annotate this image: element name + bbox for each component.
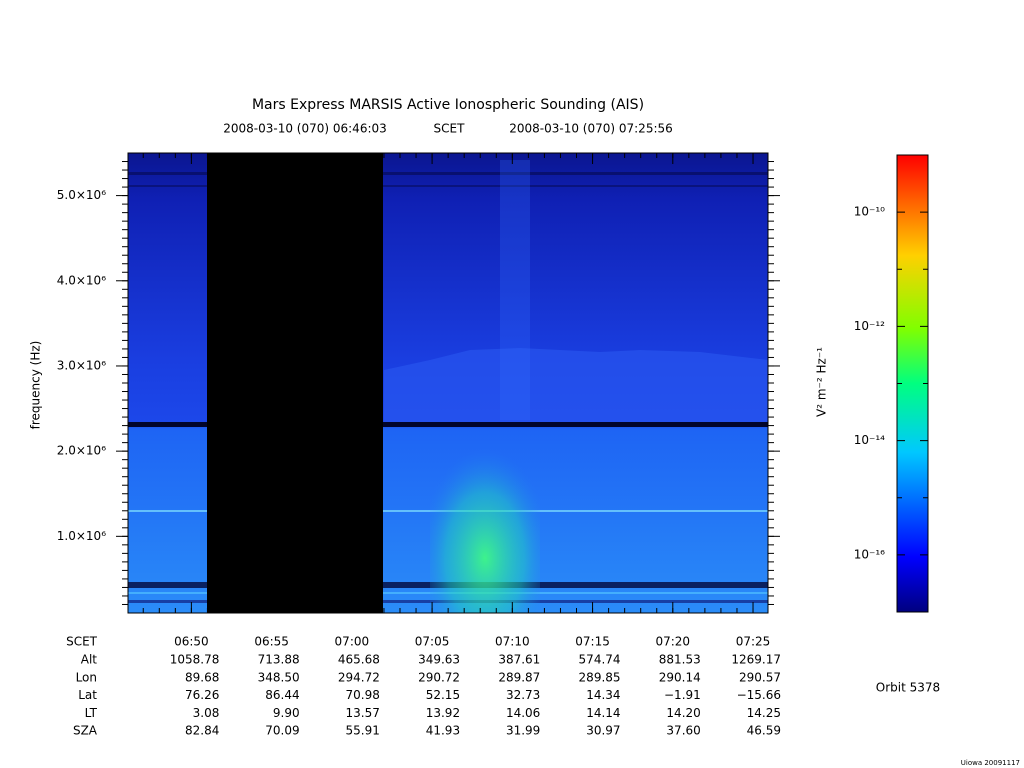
echo <box>430 430 540 613</box>
ephemeris-value: 14.14 <box>586 706 620 720</box>
ephemeris-value: 289.85 <box>579 670 621 684</box>
ephemeris-value: 86.44 <box>265 688 299 702</box>
x-tick-label: 07:05 <box>415 635 450 649</box>
band <box>128 185 768 187</box>
ephemeris-value: 290.72 <box>418 670 460 684</box>
band <box>128 422 768 427</box>
ephemeris-value: 52.15 <box>426 688 460 702</box>
trace <box>384 348 768 422</box>
x-tick-label: 07:20 <box>655 635 690 649</box>
orbit: Orbit 5378 <box>876 681 940 695</box>
ephemeris-value: 32.73 <box>506 688 540 702</box>
ephemeris-value: 3.08 <box>193 706 220 720</box>
x-tick-label: 07:10 <box>495 635 530 649</box>
x-tick-label: 06:55 <box>254 635 289 649</box>
y-tick-label: 3.0×10⁶ <box>57 358 106 372</box>
ephemeris-value: 13.92 <box>426 706 460 720</box>
y-tick-label: 4.0×10⁶ <box>57 273 106 287</box>
start-time: 2008-03-10 (070) 06:46:03 <box>223 122 387 136</box>
row-label: SZA <box>73 724 98 738</box>
ephemeris-value: 70.09 <box>265 724 299 738</box>
ephemeris-value: 1058.78 <box>170 653 220 667</box>
colorbar-tick-label: 10⁻¹² <box>854 319 885 333</box>
row-label: LT <box>85 706 98 720</box>
colorbar-tick-label: 10⁻¹⁶ <box>854 547 885 561</box>
ephemeris-value: 574.74 <box>579 653 621 667</box>
ephemeris-value: 14.34 <box>586 688 620 702</box>
ephemeris-value: 349.63 <box>418 653 460 667</box>
ephemeris-value: 14.20 <box>666 706 700 720</box>
end-time: 2008-03-10 (070) 07:25:56 <box>509 122 673 136</box>
ephemeris-value: 31.99 <box>506 724 540 738</box>
ephemeris-value: 82.84 <box>185 724 219 738</box>
y-tick-label: 2.0×10⁶ <box>57 444 106 458</box>
y-axis-label: frequency (Hz) <box>29 341 43 430</box>
row-label: Lat <box>78 688 97 702</box>
colorbar-tick-label: 10⁻¹⁰ <box>854 205 885 219</box>
chart-title: Mars Express MARSIS Active Ionospheric S… <box>252 97 644 113</box>
ephemeris-value: 14.25 <box>747 706 781 720</box>
ephemeris-value: 13.57 <box>345 706 379 720</box>
ephemeris-value: 37.60 <box>666 724 700 738</box>
credit: Uiowa 20091117 <box>961 759 1020 767</box>
ephemeris-value: 41.93 <box>426 724 460 738</box>
ephemeris-value: 290.57 <box>739 670 781 684</box>
spectrogram <box>127 152 769 614</box>
ephemeris-value: 55.91 <box>345 724 379 738</box>
row-label: Lon <box>76 670 97 684</box>
colorbar-label: V² m⁻² Hz⁻¹ <box>815 347 829 417</box>
y-tick-label: 5.0×10⁶ <box>57 188 106 202</box>
ephemeris-value: 881.53 <box>659 653 701 667</box>
ephemeris-value: 289.87 <box>498 670 540 684</box>
echo <box>500 160 530 420</box>
ephemeris-value: 46.59 <box>747 724 781 738</box>
ephemeris-value: −15.66 <box>737 688 781 702</box>
ephemeris-value: 294.72 <box>338 670 380 684</box>
ephemeris-value: 76.26 <box>185 688 219 702</box>
ephemeris-value: 89.68 <box>185 670 219 684</box>
ephemeris-value: 290.14 <box>659 670 701 684</box>
x-tick-label: 07:25 <box>736 635 771 649</box>
ephemeris-value: −1.91 <box>664 688 701 702</box>
ephemeris-value: 348.50 <box>258 670 300 684</box>
time-label: SCET <box>434 122 466 136</box>
ephemeris-value: 1269.17 <box>731 653 781 667</box>
x-tick-label: 07:00 <box>335 635 370 649</box>
ephemeris-value: 9.90 <box>273 706 300 720</box>
ephemeris-value: 70.98 <box>345 688 379 702</box>
y-tick-label: 1.0×10⁶ <box>57 529 106 543</box>
row-label: SCET <box>66 635 98 649</box>
colorbar-tick-label: 10⁻¹⁴ <box>854 433 885 447</box>
ephemeris-value: 387.61 <box>498 653 540 667</box>
ephemeris-value: 713.88 <box>258 653 300 667</box>
row-label: Alt <box>81 653 98 667</box>
band <box>128 172 768 175</box>
ephemeris-value: 465.68 <box>338 653 380 667</box>
ephemeris-value: 14.06 <box>506 706 540 720</box>
x-tick-label: 06:50 <box>174 635 209 649</box>
x-tick-label: 07:15 <box>575 635 610 649</box>
data-gap <box>207 153 383 613</box>
ephemeris-value: 30.97 <box>586 724 620 738</box>
